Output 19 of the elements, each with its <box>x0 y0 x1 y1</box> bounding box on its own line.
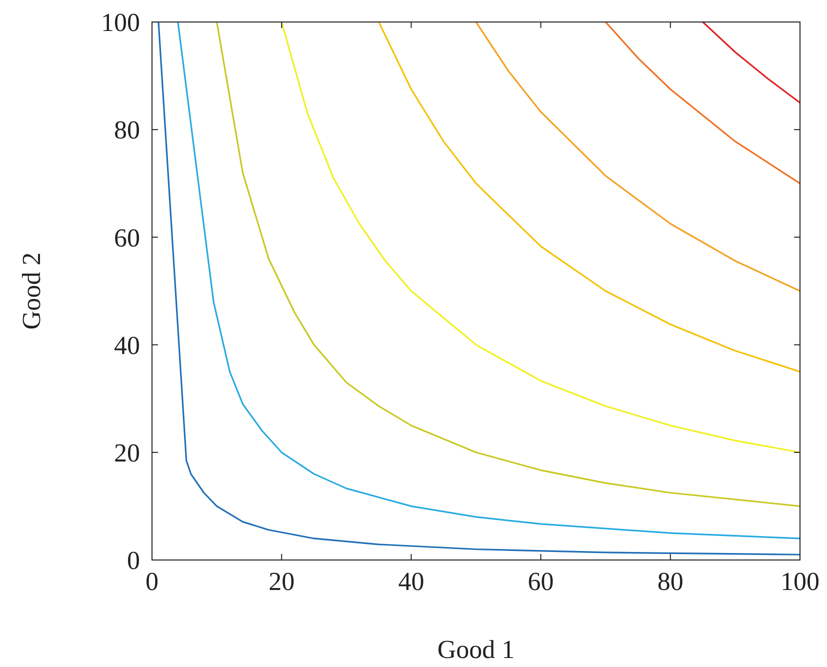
x-tick-label: 80 <box>657 567 684 596</box>
x-tick-label: 20 <box>268 567 295 596</box>
line-series <box>475 22 800 292</box>
line-series <box>604 22 800 184</box>
line-series <box>280 22 800 454</box>
y-tick-label: 60 <box>114 223 140 252</box>
x-tick-label: 0 <box>146 567 158 596</box>
y-axis-title: Good 2 <box>17 252 46 330</box>
y-tick-label: 40 <box>114 330 140 360</box>
x-axis-title: Good 1 <box>437 635 515 664</box>
x-tick-label: 40 <box>398 567 424 596</box>
y-tick-label: 0 <box>127 546 140 576</box>
y-tick-label: 20 <box>114 438 140 468</box>
line-series <box>702 22 800 104</box>
x-tick-label: 60 <box>528 567 554 596</box>
y-tick-label: 80 <box>114 116 140 145</box>
y-tick-label: 100 <box>101 8 140 38</box>
line-series <box>378 22 800 372</box>
x-tick-label: 100 <box>780 567 820 596</box>
